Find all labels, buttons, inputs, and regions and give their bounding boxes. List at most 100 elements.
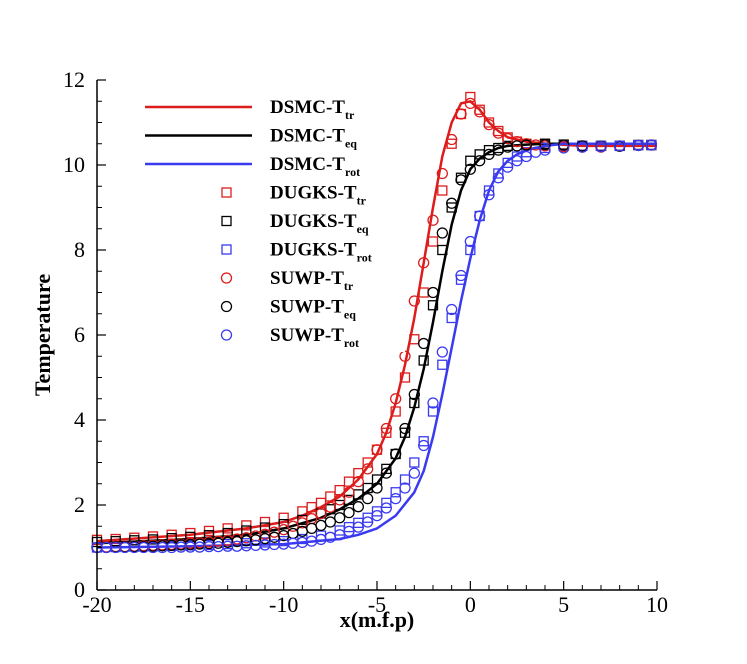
- dugks-t-tr-point: [418, 287, 429, 298]
- dugks-t-rot-point: [390, 487, 401, 498]
- suwp-t-rot-point: [119, 541, 131, 554]
- suwp-t-rot-point: [427, 397, 439, 409]
- dugks-t-eq-point: [203, 530, 215, 541]
- suwp-t-tr-point: [455, 108, 467, 120]
- dugks-t-eq-point: [147, 534, 159, 545]
- suwp-t-eq-point: [446, 197, 458, 209]
- dugks-t-tr-point: [315, 497, 327, 509]
- dugks-t-rot-point: [493, 168, 504, 179]
- suwp-t-rot-point: [520, 150, 532, 163]
- suwp-t-eq-point: [408, 388, 420, 401]
- dugks-t-eq-point: [110, 535, 121, 547]
- suwp-t-rot-point: [222, 540, 234, 552]
- y-tick-label: 6: [74, 322, 85, 347]
- suwp-t-tr-point: [362, 463, 374, 475]
- dugks-t-tr-point: [278, 512, 289, 523]
- suwp-t-rot-point: [147, 541, 159, 554]
- x-tick-label: -15: [176, 592, 205, 617]
- dugks-t-eq-point: [381, 463, 392, 475]
- suwp-t-rot-point: [502, 161, 514, 173]
- legend-label-dsmc-t-rot: DSMC-Trot: [270, 154, 360, 179]
- legend-subscript: rot: [345, 165, 360, 179]
- suwp-t-eq-point: [362, 492, 374, 505]
- dugks-t-eq-point: [259, 522, 271, 533]
- suwp-t-eq-point: [399, 422, 411, 435]
- suwp-t-rot-point: [614, 140, 626, 152]
- x-tick-label: 10: [646, 592, 668, 617]
- suwp-t-tr-point: [371, 444, 383, 456]
- suwp-t-eq-point: [315, 519, 327, 532]
- y-tick-label: 12: [63, 67, 85, 92]
- dugks-t-rot-point: [418, 436, 429, 447]
- suwp-t-eq-point: [324, 516, 336, 528]
- suwp-t-tr-point: [464, 97, 476, 110]
- dugks-t-tr-point: [409, 334, 420, 345]
- suwp-t-tr-point: [446, 133, 458, 146]
- dugks-t-rot-point: [483, 185, 495, 196]
- suwp-t-rot-point: [436, 346, 448, 358]
- dugks-t-rot-point: [465, 244, 476, 256]
- dugks-t-rot-point: [427, 406, 439, 417]
- dugks-t-tr-point: [362, 457, 373, 468]
- legend-label-dsmc-t-tr: DSMC-Ttr: [270, 97, 355, 122]
- legend-label-suwp-t-tr: SUWP-Ttr: [270, 268, 354, 293]
- suwp-t-tr-point: [418, 257, 430, 269]
- dugks-t-rot-point: [455, 274, 467, 285]
- suwp-t-rot-point: [362, 516, 374, 528]
- suwp-t-rot-point: [156, 541, 168, 554]
- dugks-t-eq-point: [427, 300, 439, 311]
- y-axis-title: Temperature: [30, 274, 55, 396]
- x-tick-label: -10: [269, 592, 298, 617]
- suwp-t-tr-point: [324, 501, 336, 513]
- y-tick-label: 0: [74, 577, 85, 602]
- dugks-t-tr-point: [399, 372, 411, 383]
- suwp-t-eq-point: [520, 139, 532, 151]
- suwp-t-rot-point: [558, 142, 570, 154]
- suwp-t-rot-point: [203, 541, 215, 553]
- suwp-t-eq-point: [287, 527, 299, 540]
- suwp-t-rot-point: [128, 541, 140, 554]
- x-tick-label: 0: [465, 592, 476, 617]
- suwp-t-rot-point: [539, 144, 551, 156]
- suwp-t-rot-point: [632, 139, 644, 152]
- suwp-t-rot-point: [371, 509, 383, 522]
- legend-swatch-dugks-t-eq: [221, 215, 232, 227]
- legend-subscript: tr: [345, 108, 355, 122]
- axes-layer: -20 -15 -10 -5 0 5 10 0 2 4 6 8 10 12 x(m.f.p) Temperat…: [30, 67, 668, 632]
- suwp-t-rot-point: [352, 521, 364, 533]
- legend-label-dugks-t-rot: DUGKS-Trot: [270, 240, 372, 265]
- dugks-t-tr-point: [390, 406, 401, 417]
- dsmc-t-rot-line: [96, 142, 657, 549]
- suwp-t-rot-point: [492, 172, 504, 184]
- suwp-t-eq-point: [390, 448, 402, 460]
- dugks-t-rot-point: [446, 312, 457, 324]
- suwp-t-eq-point: [558, 139, 570, 151]
- dugks-t-rot-point: [381, 497, 392, 509]
- suwp-t-rot-point: [399, 482, 411, 494]
- suwp-t-eq-point: [380, 467, 392, 479]
- dugks-t-rot-point: [409, 457, 420, 468]
- legend-subscript: eq: [345, 137, 357, 151]
- suwp-t-tr-point: [296, 517, 308, 529]
- suwp-t-eq-point: [352, 501, 364, 513]
- dugks-t-tr-point: [325, 491, 336, 502]
- y-tick-label: 8: [74, 237, 85, 262]
- legend-subscript: tr: [344, 279, 354, 293]
- legend-swatch-dugks-t-tr: [221, 187, 232, 198]
- suwp-t-rot-point: [464, 235, 476, 248]
- suwp-t-tr-point: [315, 507, 327, 520]
- suwp-t-tr-point: [352, 475, 364, 488]
- dugks-t-rot-point: [371, 506, 383, 517]
- dugks-t-tr-point: [437, 185, 448, 196]
- suwp-t-tr-point: [334, 494, 346, 506]
- suwp-t-rot-point: [390, 492, 402, 505]
- suwp-t-tr-point: [390, 393, 402, 405]
- dugks-t-tr-point: [353, 467, 364, 479]
- x-tick-label: 5: [558, 592, 569, 617]
- dugks-t-eq-point: [371, 474, 383, 485]
- suwp-t-rot-point: [455, 269, 467, 282]
- y-tick-label: 4: [74, 407, 85, 432]
- dugks-t-tr-point: [446, 138, 457, 149]
- legend-subscript: rot: [344, 336, 359, 350]
